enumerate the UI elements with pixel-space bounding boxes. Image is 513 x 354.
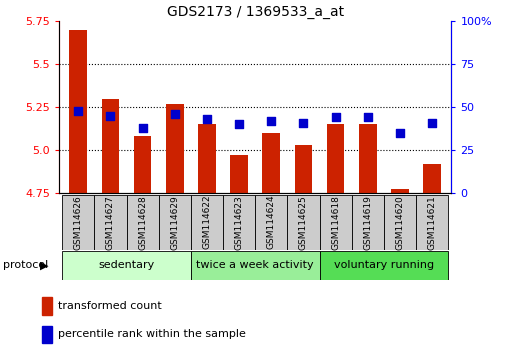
- Bar: [198, 124, 216, 193]
- Bar: [294, 145, 312, 193]
- Point: [171, 111, 179, 117]
- Point: [106, 113, 114, 119]
- Bar: [287, 195, 320, 250]
- Text: GSM114623: GSM114623: [234, 195, 244, 250]
- Point: [235, 121, 243, 127]
- Bar: [359, 124, 377, 193]
- Bar: [320, 195, 352, 250]
- Bar: [62, 251, 191, 280]
- Bar: [102, 98, 120, 193]
- Text: GSM114625: GSM114625: [299, 195, 308, 250]
- Bar: [423, 164, 441, 193]
- Bar: [69, 30, 87, 193]
- Bar: [391, 189, 409, 193]
- Point: [364, 115, 372, 120]
- Text: sedentary: sedentary: [98, 261, 155, 270]
- Bar: [191, 251, 320, 280]
- Text: GSM114628: GSM114628: [138, 195, 147, 250]
- Text: GSM114622: GSM114622: [203, 195, 211, 250]
- Text: percentile rank within the sample: percentile rank within the sample: [58, 329, 246, 339]
- Point: [300, 120, 308, 125]
- Bar: [159, 195, 191, 250]
- Bar: [352, 195, 384, 250]
- Bar: [191, 195, 223, 250]
- Point: [139, 125, 147, 131]
- Bar: [134, 136, 151, 193]
- Bar: [62, 195, 94, 250]
- Text: transformed count: transformed count: [58, 301, 162, 311]
- Text: GSM114626: GSM114626: [74, 195, 83, 250]
- Text: GSM114627: GSM114627: [106, 195, 115, 250]
- Text: ▶: ▶: [40, 261, 49, 270]
- Bar: [223, 195, 255, 250]
- Bar: [42, 297, 52, 315]
- Bar: [384, 195, 416, 250]
- Point: [203, 116, 211, 122]
- Text: voluntary running: voluntary running: [334, 261, 434, 270]
- Text: GSM114618: GSM114618: [331, 195, 340, 250]
- Point: [267, 118, 275, 124]
- Bar: [416, 195, 448, 250]
- Bar: [166, 104, 184, 193]
- Text: GSM114619: GSM114619: [363, 195, 372, 250]
- Text: twice a week activity: twice a week activity: [196, 261, 314, 270]
- Point: [428, 120, 436, 125]
- Bar: [255, 195, 287, 250]
- Point: [396, 130, 404, 136]
- Text: GSM114621: GSM114621: [428, 195, 437, 250]
- Bar: [320, 251, 448, 280]
- Text: GSM114629: GSM114629: [170, 195, 180, 250]
- Bar: [327, 124, 345, 193]
- Bar: [230, 155, 248, 193]
- Text: protocol: protocol: [3, 261, 48, 270]
- Text: GSM114624: GSM114624: [267, 195, 276, 250]
- Point: [331, 115, 340, 120]
- Point: [74, 108, 83, 113]
- Title: GDS2173 / 1369533_a_at: GDS2173 / 1369533_a_at: [167, 5, 344, 19]
- Text: GSM114620: GSM114620: [396, 195, 404, 250]
- Bar: [94, 195, 127, 250]
- Bar: [127, 195, 159, 250]
- Bar: [42, 326, 52, 343]
- Bar: [263, 133, 280, 193]
